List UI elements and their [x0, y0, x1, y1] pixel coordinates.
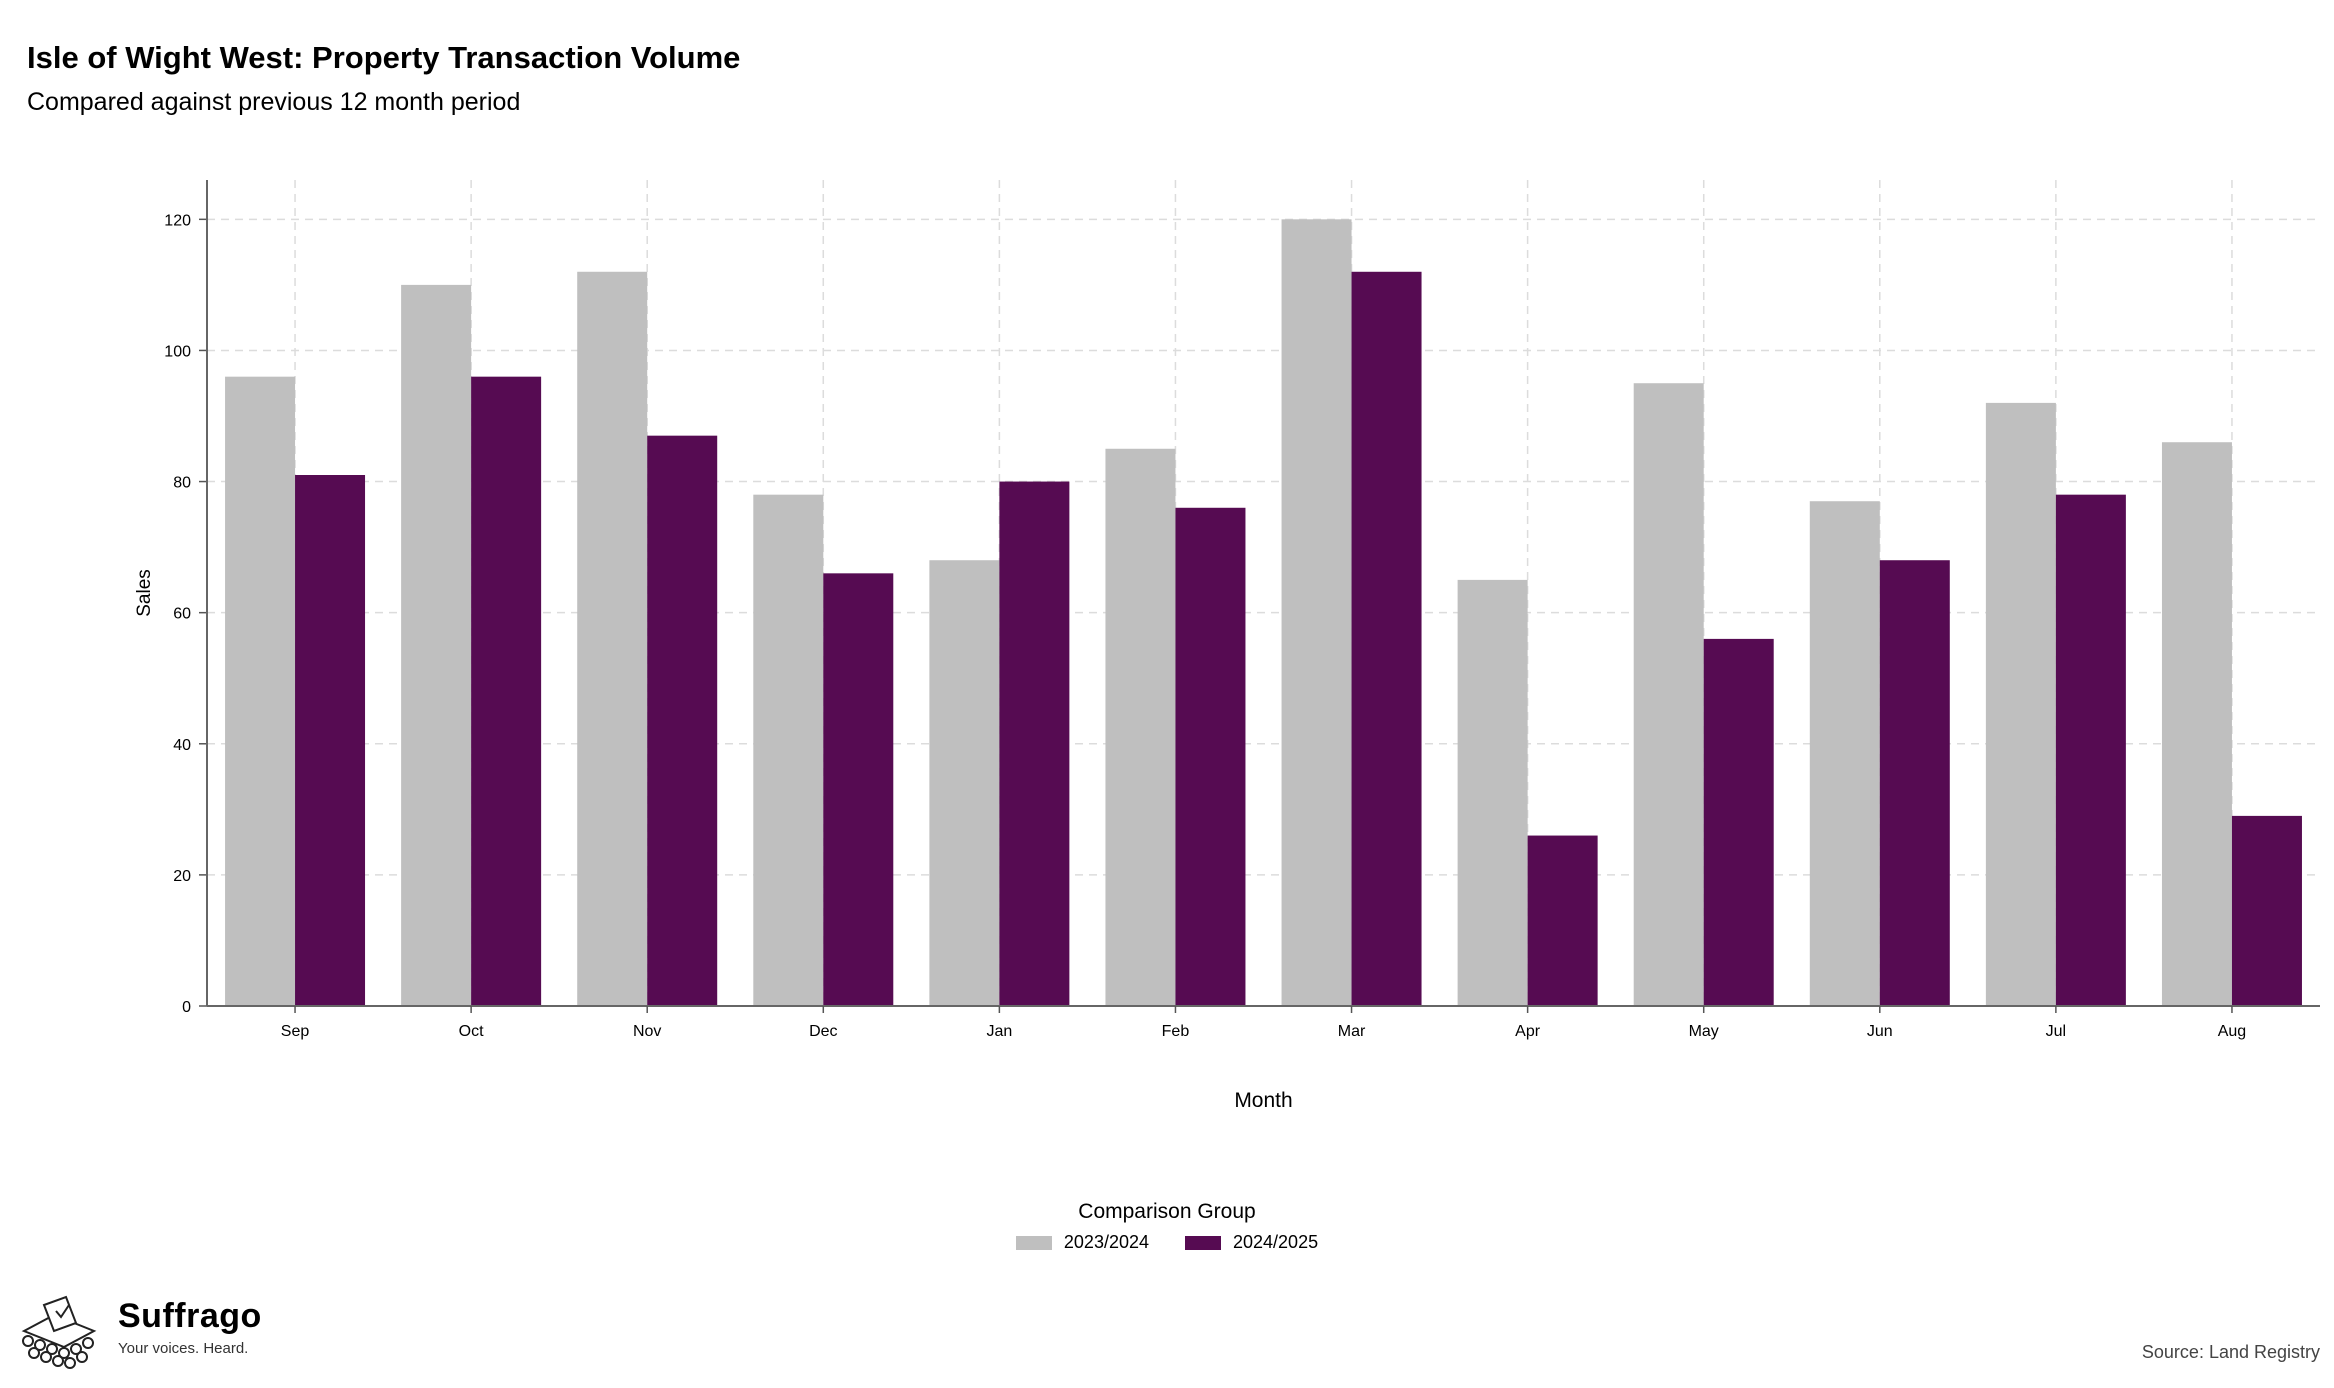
brand-tagline: Your voices. Heard.: [118, 1340, 249, 1357]
bar-2023-2024-oct: [401, 284, 472, 1006]
y-tick-label: 80: [173, 475, 191, 492]
legend-swatch-series-1: [1015, 1235, 1052, 1250]
bar-2024-2025-aug: [2231, 815, 2302, 1006]
chart-subtitle: Compared against previous 12 month perio…: [27, 88, 521, 116]
x-tick-label: Oct: [459, 1023, 484, 1040]
bar-2023-2024-aug: [2161, 442, 2232, 1006]
bar-2023-2024-jun: [1809, 501, 1880, 1006]
bar-2024-2025-jul: [2055, 494, 2126, 1006]
legend-title: Comparison Group: [1078, 1200, 1256, 1223]
bar-2023-2024-may: [1633, 383, 1704, 1006]
bar-2024-2025-feb: [1175, 507, 1246, 1006]
bar-2024-2025-may: [1703, 638, 1774, 1006]
y-tick-label: 40: [173, 737, 191, 754]
y-tick-label: 120: [164, 212, 191, 229]
y-tick-label: 100: [164, 343, 191, 360]
brand-name: Suffrago: [118, 1297, 262, 1335]
bar-2023-2024-jan: [929, 560, 1000, 1006]
x-axis-title: Month: [1234, 1089, 1292, 1112]
bar-2023-2024-apr: [1457, 579, 1528, 1006]
bar-2024-2025-mar: [1351, 271, 1422, 1006]
x-tick-label: Aug: [2218, 1023, 2246, 1040]
legend-label-series-2: 2024/2025: [1233, 1232, 1319, 1252]
bar-2024-2025-dec: [823, 573, 894, 1006]
bar-2024-2025-jun: [1879, 560, 1950, 1006]
x-tick-label: Jan: [986, 1023, 1012, 1040]
bar-2023-2024-sep: [225, 376, 296, 1007]
x-tick-label: Jul: [2046, 1023, 2066, 1040]
brand-logo: Suffrago Your voices. Heard.: [14, 1293, 262, 1373]
bar-2023-2024-feb: [1105, 448, 1176, 1006]
x-tick-label: Jun: [1867, 1023, 1893, 1040]
x-tick-label: Feb: [1162, 1023, 1190, 1040]
bar-2023-2024-nov: [577, 271, 648, 1006]
y-tick-label: 20: [173, 868, 191, 885]
source-note: Source: Land Registry: [2141, 1342, 2320, 1362]
legend-label-series-1: 2023/2024: [1063, 1232, 1149, 1252]
x-tick-label: Nov: [633, 1023, 661, 1040]
x-tick-label: Sep: [281, 1023, 310, 1040]
x-tick-label: Dec: [809, 1023, 837, 1040]
bar-2024-2025-apr: [1527, 835, 1598, 1006]
legend-swatch-series-2: [1185, 1235, 1221, 1250]
y-axis-title: Sales: [134, 569, 155, 617]
ballot-box-icon: [21, 1295, 97, 1369]
y-tick-label: 60: [173, 606, 191, 623]
bar-2024-2025-oct: [471, 376, 542, 1007]
y-tick-label: 0: [182, 999, 191, 1016]
bar-2024-2025-sep: [295, 475, 366, 1006]
legend: 2023/2024 2024/2025: [0, 1232, 2334, 1253]
bar-2024-2025-nov: [647, 435, 718, 1007]
chart-title: Isle of Wight West: Property Transaction…: [27, 40, 741, 75]
x-tick-label: Apr: [1515, 1023, 1541, 1040]
bar-2023-2024-mar: [1281, 219, 1352, 1007]
bar-2023-2024-dec: [753, 494, 824, 1006]
bar-2023-2024-jul: [1985, 402, 2056, 1006]
x-tick-label: Mar: [1338, 1023, 1366, 1040]
x-tick-label: May: [1689, 1023, 1719, 1040]
legend-item-series-2: 2024/2025: [1185, 1232, 1318, 1253]
legend-item-series-1: 2023/2024: [1015, 1232, 1149, 1253]
bar-2024-2025-jan: [999, 481, 1070, 1006]
